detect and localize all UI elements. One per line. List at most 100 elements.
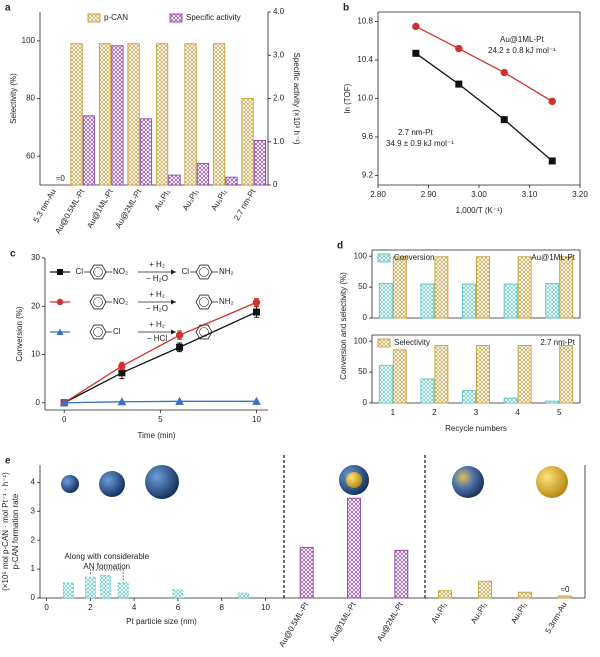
x-tick-label: Au@0.5ML-Pt: [53, 187, 86, 236]
y-tick-label: 9.2: [362, 170, 374, 179]
y-tick-label: 50: [358, 282, 367, 291]
bar: [517, 345, 532, 404]
marker: [59, 398, 69, 407]
annotation: Along with considerable: [65, 552, 150, 561]
particle: [452, 466, 484, 498]
y-axis-label: Selectivity (%): [9, 73, 18, 124]
y-tick-label: 0: [36, 398, 41, 407]
bar: [84, 576, 96, 599]
value-label: ≈0: [56, 174, 65, 183]
y-tick-label: 0: [363, 313, 368, 322]
marker: [175, 396, 184, 405]
x-axis-label: 1,000/T (K⁻¹): [456, 206, 503, 215]
bar: [518, 591, 532, 599]
marker: [252, 298, 261, 307]
y-axis-label: ln (TOF): [343, 83, 352, 113]
y2-tick-label: 2.0: [273, 94, 285, 103]
y-tick-label: 100: [354, 336, 368, 345]
arrow-head: [171, 329, 176, 335]
bar: [392, 349, 407, 404]
bar: [476, 256, 490, 319]
marker: [117, 397, 127, 406]
reaction-condition: + H₂: [149, 260, 165, 269]
series-line: [415, 52, 553, 162]
y-tick-label: 60: [26, 151, 35, 160]
x-tick-label: Au@1ML-Pt: [328, 600, 358, 643]
benzene-inner: [93, 327, 103, 337]
legend-swatch: [87, 13, 101, 23]
marker: [252, 308, 260, 316]
bar: [545, 282, 560, 319]
x-tick-label: 2: [432, 408, 437, 417]
bar: [100, 574, 112, 599]
bar: [462, 283, 476, 319]
bar: [172, 589, 184, 599]
y-axis-label: Conversion and selectivity (%): [339, 272, 348, 380]
x-tick-label: 0: [44, 603, 49, 612]
x-tick-label: Au₅Pt₁: [209, 187, 229, 212]
bar: [503, 397, 518, 404]
particle-core: [346, 472, 362, 488]
annotation: AN formation: [83, 562, 130, 571]
bar: [503, 283, 518, 319]
marker: [412, 49, 420, 57]
bar: [98, 43, 112, 186]
y-tick-label: 100: [22, 36, 36, 45]
legend-label: Selectivity: [394, 338, 430, 347]
x-tick-label: 2: [88, 603, 93, 612]
x-tick-label: Au@0.5ML-Pt: [277, 600, 310, 649]
bar: [434, 345, 449, 404]
legend-marker: [56, 298, 64, 306]
y-tick-label: 3: [31, 506, 36, 515]
series-line: [63, 301, 257, 404]
benzene-inner: [199, 267, 209, 277]
bar: [462, 390, 476, 404]
arrow-head: [171, 299, 176, 305]
marker: [548, 97, 556, 106]
x-tick-label: 3.00: [471, 190, 487, 199]
bar: [70, 43, 83, 186]
particle: [99, 471, 125, 497]
legend-label: Specific activity: [186, 13, 241, 22]
x-tick-label: Au₁Pt₁: [153, 187, 172, 211]
panel-label: b: [343, 3, 349, 14]
x-tick-label: 10: [252, 415, 261, 424]
benzene-ring: [89, 324, 107, 340]
x-tick-label: Au@2ML-Pt: [114, 187, 144, 230]
y-tick-label: 0: [363, 398, 368, 407]
particle: [145, 465, 179, 499]
reaction-condition: − H₂O: [146, 304, 168, 313]
y-tick-label: 10: [31, 350, 40, 359]
substituent: Cl: [113, 327, 121, 336]
x-tick-label: 10: [261, 603, 270, 612]
reaction-condition: + H₂: [149, 290, 165, 299]
bar: [299, 546, 314, 599]
x-tick-label: 4: [132, 603, 137, 612]
marker: [455, 44, 463, 53]
x-tick-label: Au@1ML-Pt: [85, 187, 115, 230]
bar: [139, 118, 153, 186]
marker: [176, 343, 184, 351]
x-tick-label: Au₃Pt₁: [181, 187, 201, 212]
bar: [212, 43, 226, 186]
bar: [517, 256, 532, 319]
x-tick-label: 2.90: [421, 190, 437, 199]
value-label: ≈0: [561, 585, 570, 594]
series-line: [64, 400, 257, 404]
bar: [378, 282, 393, 319]
bar: [559, 256, 574, 319]
y-tick-label: 2: [31, 535, 36, 544]
particle: [61, 475, 79, 493]
bar: [184, 43, 197, 186]
bar: [155, 43, 169, 186]
x-axis-label: Pt particle size (nm): [126, 617, 197, 626]
bar: [63, 582, 74, 599]
series-line: [63, 311, 257, 404]
x-tick-label: 5: [557, 408, 562, 417]
benzene-inner: [93, 297, 103, 307]
y-tick-label: 1: [31, 564, 36, 573]
marker: [412, 22, 420, 31]
reaction-condition: + H₂: [149, 320, 165, 329]
benzene-ring: [89, 294, 107, 310]
series-annotation: 34.9 ± 0.9 kJ mol⁻¹: [386, 139, 454, 148]
